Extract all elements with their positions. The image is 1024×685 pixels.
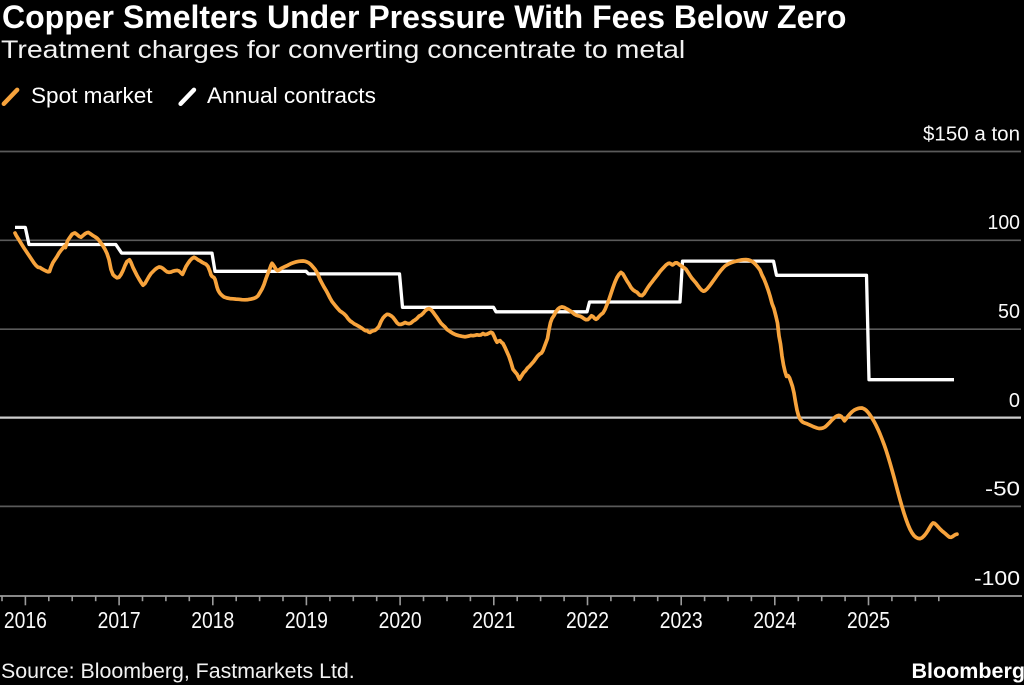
svg-text:$150 a ton: $150 a ton (923, 124, 1020, 146)
svg-text:2021: 2021 (472, 607, 515, 633)
svg-text:2018: 2018 (191, 607, 234, 633)
svg-text:0: 0 (1009, 390, 1020, 412)
svg-text:-50: -50 (985, 479, 1020, 501)
svg-text:2019: 2019 (285, 607, 328, 633)
svg-text:2020: 2020 (379, 607, 422, 633)
svg-text:2022: 2022 (566, 607, 609, 633)
svg-text:50: 50 (998, 301, 1020, 323)
svg-text:100: 100 (988, 212, 1021, 234)
svg-text:2025: 2025 (847, 607, 890, 633)
svg-text:2023: 2023 (660, 607, 703, 633)
svg-text:2024: 2024 (753, 607, 796, 633)
svg-text:2016: 2016 (4, 607, 47, 633)
svg-text:-100: -100 (974, 568, 1020, 590)
svg-text:2017: 2017 (98, 607, 141, 633)
